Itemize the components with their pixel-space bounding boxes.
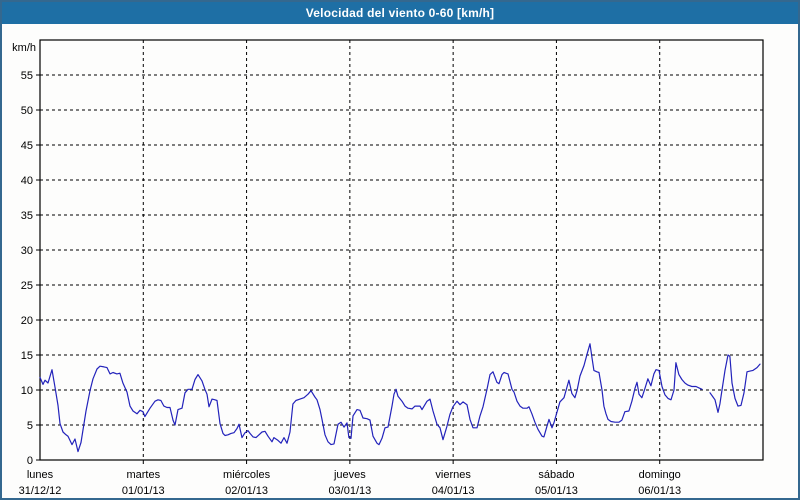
chart-title-bar: Velocidad del viento 0-60 [km/h] bbox=[2, 2, 798, 24]
y-tick-label: 40 bbox=[21, 175, 33, 187]
y-tick-label: 30 bbox=[21, 245, 33, 257]
chart-title: Velocidad del viento 0-60 [km/h] bbox=[305, 6, 495, 20]
x-day-name-label: martes bbox=[126, 469, 160, 481]
y-tick-label: 55 bbox=[21, 70, 33, 82]
x-day-date-label: 31/12/12 bbox=[19, 485, 62, 497]
y-tick-label: 20 bbox=[21, 315, 33, 327]
y-tick-label: 45 bbox=[21, 140, 33, 152]
y-tick-label: 35 bbox=[21, 210, 33, 222]
x-day-date-label: 06/01/13 bbox=[638, 485, 681, 497]
x-day-date-label: 01/01/13 bbox=[122, 485, 165, 497]
x-day-name-label: viernes bbox=[435, 469, 471, 481]
x-day-date-label: 05/01/13 bbox=[535, 485, 578, 497]
x-day-date-label: 03/01/13 bbox=[328, 485, 371, 497]
wind-speed-line bbox=[709, 354, 761, 413]
x-day-date-label: 04/01/13 bbox=[432, 485, 475, 497]
x-day-name-label: domingo bbox=[639, 469, 681, 481]
x-day-name-label: sábado bbox=[538, 469, 574, 481]
x-day-name-label: jueves bbox=[333, 469, 366, 481]
y-tick-label: 15 bbox=[21, 350, 33, 362]
wind-speed-line bbox=[39, 343, 703, 453]
y-tick-label: 0 bbox=[27, 455, 33, 467]
y-tick-label: 50 bbox=[21, 105, 33, 117]
y-tick-label: 10 bbox=[21, 385, 33, 397]
x-day-date-label: 02/01/13 bbox=[225, 485, 268, 497]
y-axis-unit-label: km/h bbox=[12, 42, 36, 54]
y-tick-label: 25 bbox=[21, 280, 33, 292]
x-day-name-label: miércoles bbox=[223, 469, 271, 481]
plot-box bbox=[39, 39, 764, 461]
plot-background bbox=[2, 24, 798, 498]
y-tick-label: 5 bbox=[27, 420, 33, 432]
x-day-name-label: lunes bbox=[27, 469, 54, 481]
